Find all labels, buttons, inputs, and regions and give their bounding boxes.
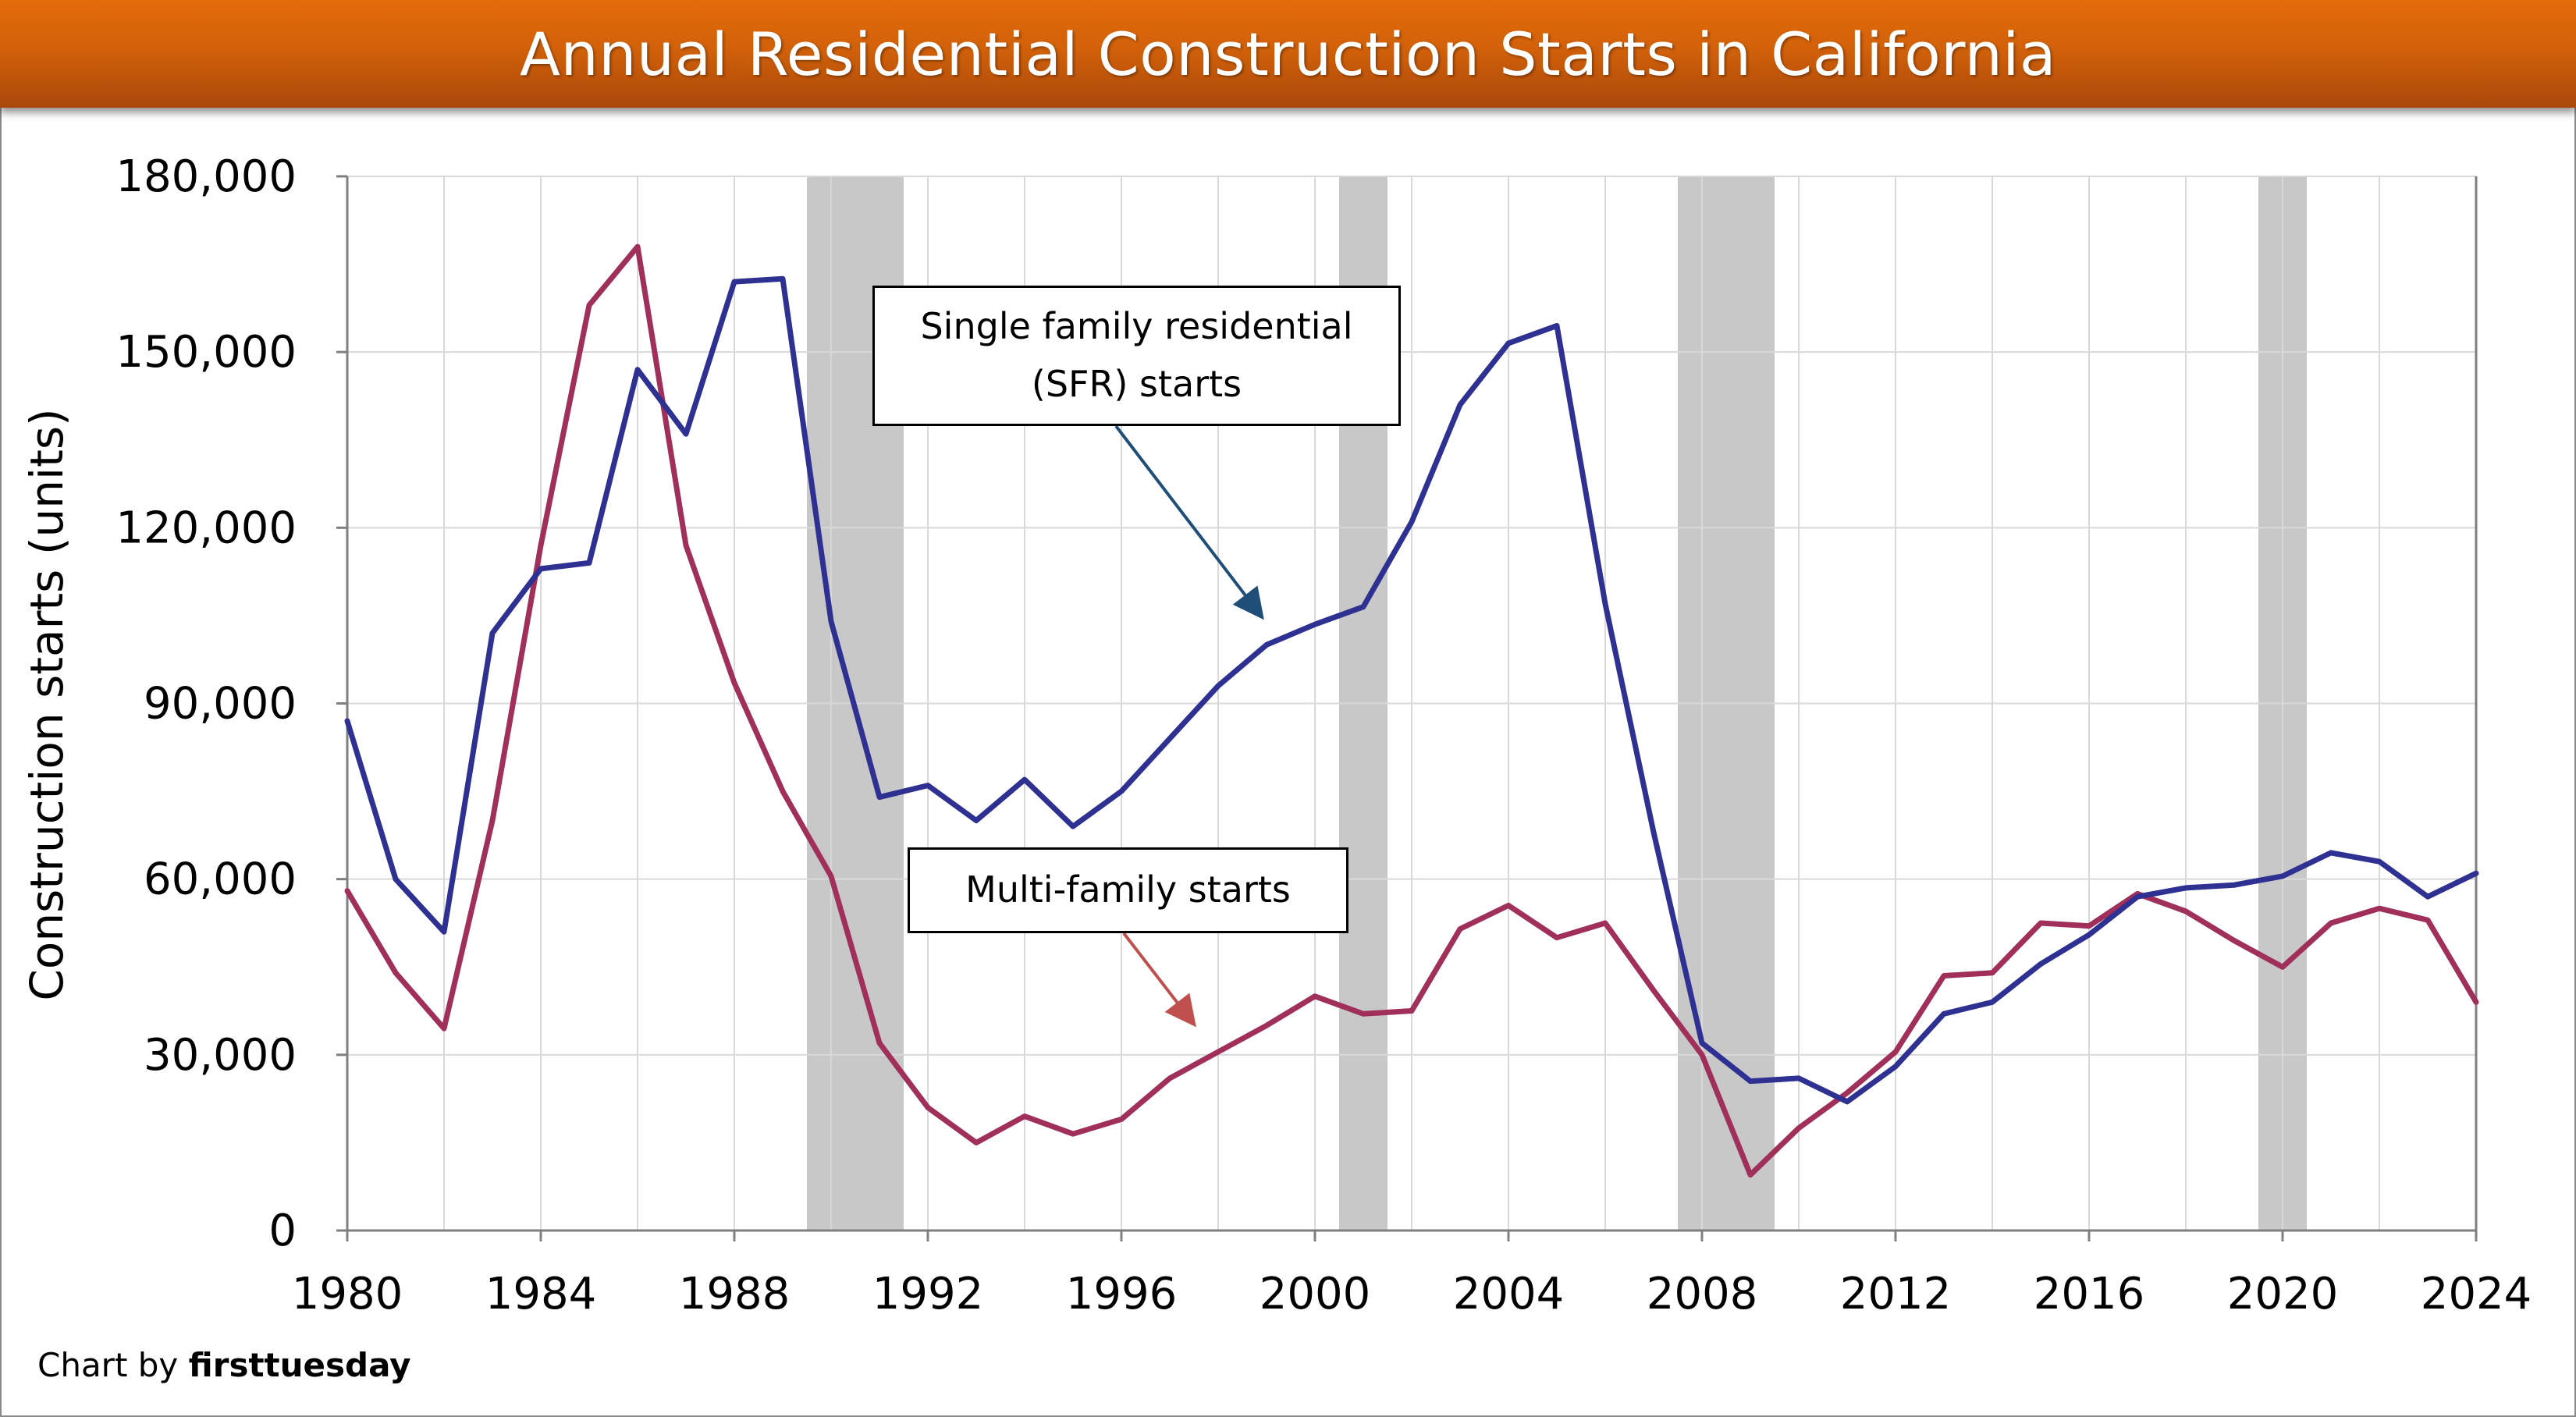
credit-prefix: Chart by bbox=[37, 1346, 189, 1384]
x-tick-label: 2020 bbox=[2227, 1269, 2339, 1319]
chart-title: Annual Residential Construction Starts i… bbox=[520, 19, 2056, 89]
y-tick-label: 90,000 bbox=[144, 679, 297, 730]
chart-credit: Chart by firsttuesday bbox=[37, 1346, 411, 1384]
sfr-annotation-line2: (SFR) starts bbox=[1031, 363, 1242, 405]
y-tick-label: 120,000 bbox=[115, 503, 297, 553]
x-tick-label: 2004 bbox=[1453, 1269, 1565, 1319]
x-tick-label: 2016 bbox=[2034, 1269, 2145, 1319]
credit-brand: firsttuesday bbox=[188, 1346, 411, 1384]
y-tick-label: 60,000 bbox=[144, 854, 297, 905]
y-tick-label: 150,000 bbox=[115, 327, 297, 378]
x-tick-label: 2024 bbox=[2421, 1269, 2532, 1319]
x-tick-label: 1980 bbox=[292, 1269, 403, 1319]
sfr-annotation-arrow bbox=[1114, 424, 1264, 620]
x-tick-label: 1988 bbox=[679, 1269, 791, 1319]
sfr-series-line bbox=[344, 275, 2479, 1105]
y-tick-label: 180,000 bbox=[115, 151, 297, 202]
x-tick-label: 1996 bbox=[1066, 1269, 1178, 1319]
x-tick-label: 2000 bbox=[1260, 1269, 1371, 1319]
x-tick-label: 2012 bbox=[1840, 1269, 1952, 1319]
multi-annotation-arrow bbox=[1122, 932, 1196, 1028]
x-tick-label: 1992 bbox=[872, 1269, 984, 1319]
y-tick-label: 0 bbox=[268, 1206, 297, 1256]
x-tick-label: 2008 bbox=[1647, 1269, 1758, 1319]
y-axis-label: Construction starts (units) bbox=[20, 408, 73, 1000]
title-bar: Annual Residential Construction Starts i… bbox=[0, 0, 2576, 108]
multi-annotation-text: Multi-family starts bbox=[965, 868, 1291, 911]
sfr-annotation-line1: Single family residential bbox=[920, 305, 1353, 348]
multi-annotation: Multi-family starts bbox=[908, 847, 1348, 933]
x-tick-label: 1984 bbox=[485, 1269, 597, 1319]
multi-family-series-line bbox=[344, 243, 2479, 1178]
sfr-annotation: Single family residential (SFR) starts bbox=[872, 286, 1401, 426]
y-tick-label: 30,000 bbox=[144, 1030, 297, 1081]
